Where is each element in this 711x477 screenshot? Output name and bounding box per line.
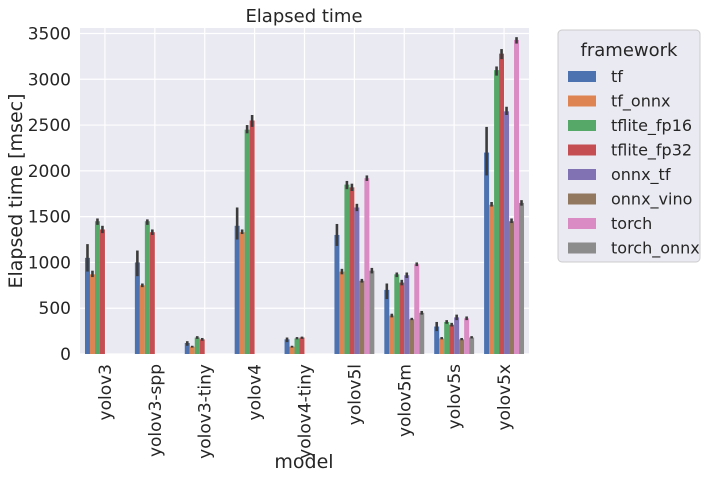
bar bbox=[339, 271, 345, 354]
legend-label: tflite_fp32 bbox=[611, 141, 692, 161]
bar bbox=[404, 275, 410, 354]
bar bbox=[149, 232, 155, 354]
legend-items: tf tf_onnx tflite_fp16 tflite_fp32 onnx_tfon… bbox=[568, 67, 700, 259]
legend-label: tflite_fp16 bbox=[611, 116, 692, 136]
bar bbox=[384, 289, 390, 354]
legend-swatch bbox=[568, 169, 596, 180]
x-tick-label: yolov3 bbox=[96, 364, 116, 420]
bar bbox=[359, 280, 365, 354]
bar bbox=[199, 339, 205, 354]
bar bbox=[334, 234, 340, 354]
bar bbox=[184, 343, 190, 354]
legend-swatch bbox=[568, 71, 596, 82]
legend-label: onnx_vino bbox=[611, 190, 692, 210]
bar bbox=[294, 338, 300, 354]
bar bbox=[369, 270, 375, 354]
bar bbox=[364, 178, 370, 354]
y-tick-label: 500 bbox=[39, 299, 71, 319]
x-axis-title: model bbox=[274, 451, 333, 473]
bar bbox=[94, 221, 100, 354]
bar bbox=[344, 184, 350, 354]
legend: framework tf tf_onnx tflite_fp16 tflite_fp3… bbox=[557, 29, 701, 263]
legend-title: framework bbox=[581, 40, 679, 61]
bar bbox=[84, 257, 90, 354]
bar bbox=[444, 321, 450, 354]
legend-swatch bbox=[568, 120, 596, 131]
y-tick-labels: 0 500 1000 1500 2000 2500 3000 3500 bbox=[28, 24, 71, 365]
bar bbox=[354, 207, 360, 354]
bar bbox=[419, 312, 425, 354]
bar bbox=[244, 129, 250, 354]
bar bbox=[469, 337, 475, 354]
legend-label: tf bbox=[611, 67, 623, 86]
bar bbox=[139, 285, 145, 354]
x-tick-label: yolov5l bbox=[345, 364, 365, 425]
bar bbox=[349, 187, 355, 354]
bar bbox=[289, 346, 295, 354]
bar bbox=[299, 337, 305, 354]
y-tick-label: 2000 bbox=[28, 162, 71, 182]
x-tick-label: yolov4-tiny bbox=[296, 364, 316, 459]
legend-label: torch_onnx bbox=[611, 239, 700, 259]
legend-swatch bbox=[568, 95, 596, 107]
x-tick-labels: yolov3 yolov3-spp yolov3-tiny yolov4 yolov4-… bbox=[96, 364, 515, 459]
legend-swatch bbox=[568, 144, 596, 156]
bar bbox=[89, 274, 95, 354]
bar bbox=[464, 318, 470, 354]
error-bars bbox=[86, 37, 523, 348]
bar bbox=[514, 39, 520, 355]
bar bbox=[439, 338, 445, 354]
bar bbox=[414, 264, 420, 354]
legend-label: tf_onnx bbox=[611, 92, 670, 112]
bar bbox=[234, 225, 240, 354]
bars bbox=[84, 39, 525, 355]
bar bbox=[194, 337, 200, 354]
x-tick-label: yolov3-spp bbox=[146, 364, 166, 457]
y-tick-label: 1500 bbox=[28, 208, 71, 228]
legend-label: torch bbox=[611, 214, 652, 233]
x-tick-label: yolov3-tiny bbox=[196, 364, 216, 459]
x-tick-label: yolov5x bbox=[495, 364, 515, 431]
bar bbox=[394, 274, 400, 354]
y-tick-label: 2500 bbox=[28, 116, 71, 136]
bar bbox=[509, 221, 515, 354]
bar bbox=[449, 324, 455, 354]
bar bbox=[409, 319, 415, 354]
legend-label: onnx_tf bbox=[611, 165, 671, 185]
bar bbox=[519, 202, 525, 354]
y-tick-label: 3000 bbox=[28, 70, 71, 90]
bar bbox=[249, 120, 255, 354]
y-tick-label: 1000 bbox=[28, 253, 71, 273]
bar bbox=[134, 262, 140, 354]
bar bbox=[239, 232, 245, 354]
x-tick-label: yolov5m bbox=[395, 364, 415, 437]
y-tick-label: 0 bbox=[60, 345, 71, 365]
y-tick-label: 3500 bbox=[28, 24, 71, 44]
y-axis-title: Elapsed time [msec] bbox=[5, 93, 27, 288]
bar bbox=[499, 53, 505, 355]
bar bbox=[144, 221, 150, 354]
chart-title: Elapsed time bbox=[245, 6, 362, 27]
bar bbox=[489, 204, 495, 354]
bar bbox=[504, 111, 510, 355]
bar bbox=[434, 326, 440, 354]
bar bbox=[284, 339, 290, 354]
legend-swatch bbox=[568, 218, 596, 229]
bar bbox=[494, 70, 500, 354]
bar bbox=[189, 346, 195, 354]
bar bbox=[399, 282, 405, 354]
bar bbox=[99, 229, 105, 354]
bar bbox=[389, 315, 395, 354]
x-tick-label: yolov4 bbox=[246, 364, 266, 420]
x-tick-label: yolov5s bbox=[445, 364, 465, 429]
bar bbox=[459, 339, 465, 354]
bar bbox=[484, 152, 490, 354]
legend-swatch bbox=[568, 242, 596, 254]
bar bbox=[454, 317, 460, 354]
legend-swatch bbox=[568, 193, 596, 205]
